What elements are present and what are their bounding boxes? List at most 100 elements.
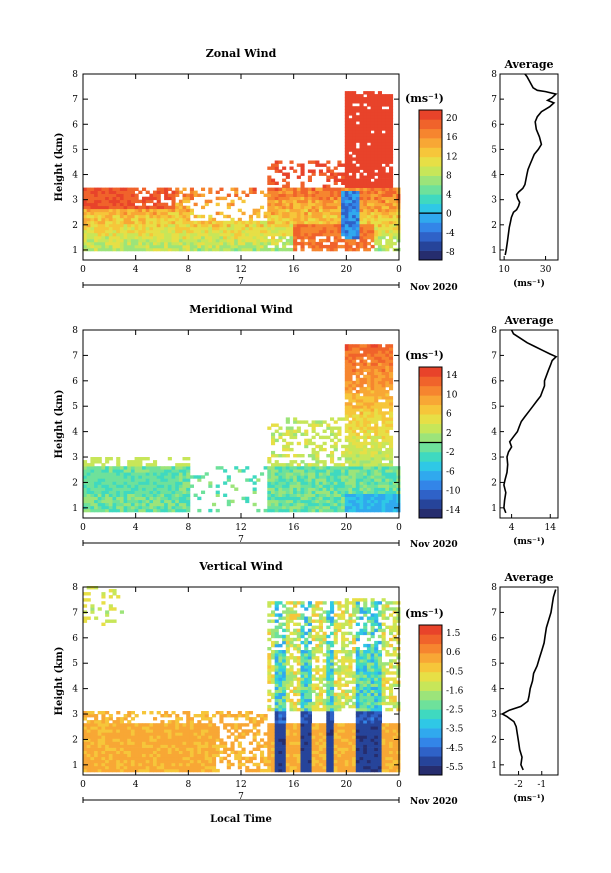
heatmap-cell — [267, 496, 272, 501]
heatmap-cell — [108, 472, 113, 476]
heatmap-cell — [392, 508, 397, 513]
heatmap-cell — [226, 247, 231, 252]
heatmap-cell — [94, 714, 99, 718]
heatmap-cell — [142, 238, 147, 243]
heatmap-cell — [389, 383, 394, 388]
heatmap-cell — [156, 469, 161, 473]
heatmap-cell — [285, 668, 290, 672]
heatmap-cell — [108, 196, 113, 201]
heatmap-cell — [193, 744, 198, 748]
heatmap-cell — [359, 196, 364, 201]
heatmap-cell — [318, 490, 323, 494]
heatmap-cell — [160, 232, 165, 237]
heatmap-cell — [260, 235, 265, 240]
heatmap-cell — [201, 714, 206, 718]
heatmap-cell — [130, 505, 135, 510]
colorbar-swatch — [419, 395, 442, 406]
heatmap-cell — [352, 435, 357, 440]
heatmap-cell — [237, 756, 242, 761]
heatmap-cell — [307, 193, 312, 197]
heatmap-cell — [348, 148, 353, 152]
heatmap-cell — [189, 747, 194, 751]
heatmap-cell — [352, 130, 357, 134]
heatmap-cell — [145, 487, 150, 491]
heatmap-cell — [374, 374, 379, 379]
heatmap-cell — [359, 187, 364, 191]
heatmap-cell — [123, 762, 128, 767]
heatmap-cell — [352, 142, 357, 146]
heatmap-cell — [86, 232, 91, 237]
heatmap-cell — [355, 438, 360, 443]
heatmap-cell — [363, 380, 368, 385]
heatmap-cell — [311, 220, 316, 225]
heatmap-cell — [83, 750, 88, 754]
heatmap-cell — [311, 423, 316, 427]
heatmap-cell — [315, 466, 320, 470]
heatmap-cell — [267, 175, 272, 179]
heatmap-cell — [355, 362, 360, 366]
heatmap-cell — [241, 223, 246, 228]
heatmap-cell — [164, 750, 169, 754]
heatmap-cell — [359, 466, 364, 470]
heatmap-cell — [130, 753, 135, 758]
heatmap-cell — [271, 765, 276, 770]
heatmap-cell — [307, 472, 312, 476]
heatmap-cell — [156, 750, 161, 754]
heatmap-cell — [160, 744, 165, 748]
heatmap-cell — [127, 496, 132, 501]
heatmap-cell — [123, 478, 128, 482]
heatmap-cell — [344, 350, 349, 354]
heatmap-cell — [230, 714, 235, 718]
heatmap-cell — [164, 741, 169, 745]
heatmap-cell — [366, 362, 371, 366]
heatmap-cell — [186, 244, 191, 249]
heatmap-cell — [282, 717, 287, 721]
heatmap-cell — [282, 502, 287, 507]
heatmap-cell — [252, 502, 257, 507]
heatmap-cell — [101, 765, 106, 770]
heatmap-cell — [322, 196, 327, 201]
heatmap-cell — [289, 220, 294, 225]
heatmap-cell — [278, 768, 283, 773]
heatmap-cell — [153, 744, 158, 748]
heatmap-cell — [355, 374, 360, 379]
heatmap-cell — [333, 472, 338, 476]
heatmap-cell — [267, 698, 272, 703]
heatmap-cell — [282, 202, 287, 207]
heatmap-cell — [352, 241, 357, 246]
heatmap-cell — [322, 217, 327, 222]
heatmap-cell — [97, 502, 102, 507]
heatmap-cell — [94, 723, 99, 727]
heatmap-cell — [83, 714, 88, 718]
heatmap-cell — [315, 193, 320, 197]
heatmap-cell — [366, 508, 371, 513]
heatmap-cell — [208, 732, 213, 736]
heatmap-cell — [182, 187, 187, 191]
heatmap-cell — [285, 750, 290, 754]
heatmap-cell — [86, 193, 91, 197]
heatmap-cell — [164, 232, 169, 237]
heatmap-cell — [359, 487, 364, 491]
heatmap-cell — [315, 247, 320, 252]
heatmap-cell — [219, 232, 224, 237]
heatmap-cell — [123, 756, 128, 761]
heatmap-cell — [252, 226, 257, 231]
heatmap-cell — [182, 487, 187, 491]
heatmap-cell — [182, 759, 187, 764]
heatmap-cell — [94, 747, 99, 751]
heatmap-cell — [330, 508, 335, 513]
heatmap-cell — [289, 447, 294, 452]
heatmap-cell — [274, 762, 279, 767]
heatmap-cell — [374, 94, 379, 98]
heatmap-cell — [381, 481, 386, 485]
heatmap-cell — [381, 429, 386, 433]
heatmap-cell — [127, 762, 132, 767]
heatmap-cell — [201, 205, 206, 210]
heatmap-cell — [363, 145, 368, 149]
heatmap-cell — [311, 457, 316, 461]
heatmap-cell — [86, 732, 91, 736]
heatmap-cell — [381, 211, 386, 216]
heatmap-cell — [83, 765, 88, 770]
heatmap-cell — [296, 205, 301, 210]
heatmap-cell — [119, 469, 124, 473]
